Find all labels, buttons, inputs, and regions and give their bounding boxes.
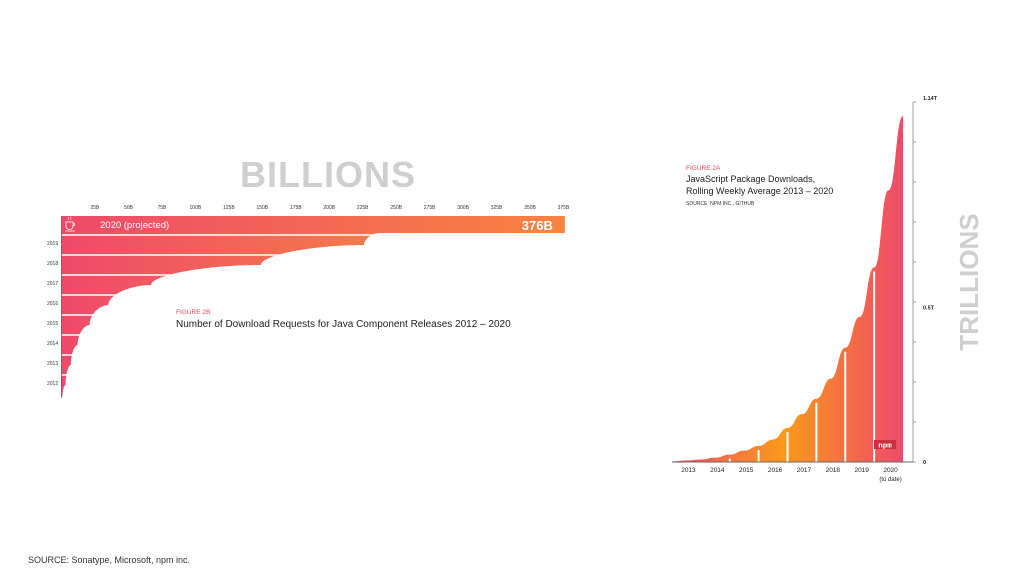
figure-2b-row-label: 2012 (47, 381, 58, 387)
figure-2a-x-tick: 2018 (826, 467, 841, 474)
figure-2b-x-tick: 175B (290, 205, 302, 211)
figure-2b-title: Number of Download Requests for Java Com… (176, 319, 511, 330)
figure-2a-y-tick-label: 1.14T (923, 96, 938, 102)
figure-2a-x-tick: 2014 (710, 467, 725, 474)
figure-2a-title-line-2: Rolling Weekly Average 2013 – 2020 (686, 186, 833, 196)
figure-2a-x-tick: 2013 (681, 467, 696, 474)
figure-2b-area (61, 233, 381, 396)
figure-2b-x-tick: 325B (491, 205, 503, 211)
figure-2a-x-tick: 2016 (768, 467, 783, 474)
figure-2a-title-line-1: JavaScript Package Downloads, (686, 174, 815, 184)
figure-2b-x-tick: 125B (223, 205, 235, 211)
figure-2b-x-tick: 25B (91, 205, 101, 211)
figure-2b-x-tick: 225B (357, 205, 369, 211)
figure-2b-x-tick: 50B (124, 205, 134, 211)
figure-2b-x-tick: 300B (457, 205, 469, 211)
figure-2b-x-tick: 350B (524, 205, 536, 211)
figure-2b-x-tick: 150B (256, 205, 268, 211)
figure-2b-row-label: 2016 (47, 301, 58, 307)
npm-logo-icon: npm (874, 440, 896, 451)
figure-2a-unit-heading: TRILLIONS (954, 213, 984, 350)
figure-2b-chart: BILLIONS 25B 50B 75B 100B 125B 150B 175B 200B 22… (47, 154, 570, 398)
figure-2a-x-tick: 2015 (739, 467, 754, 474)
figure-2b-x-tick: 375B (558, 205, 570, 211)
figure-2a-x-tick: 2019 (854, 467, 869, 474)
figure-2a-y-tick-label: 0.5T (923, 306, 935, 312)
figure-2b-row-label: 2013 (47, 361, 58, 367)
figure-2a-x-tick: 2017 (797, 467, 812, 474)
figure-2a-figure-label: FIGURE 2A (686, 165, 721, 172)
figure-2b-row-label: 2018 (47, 261, 58, 267)
source-note: SOURCE: Sonatype, Microsoft, npm inc. (28, 555, 191, 565)
figure-2b-x-tick: 100B (190, 205, 202, 211)
figure-2b-highlight-value: 376B (522, 218, 553, 233)
figure-2b-row-label: 2019 (47, 241, 58, 247)
figure-2b-x-tick: 200B (323, 205, 335, 211)
npm-badge-text: npm (878, 443, 892, 451)
figure-2a-x-tick: 2020 (883, 467, 898, 474)
figure-2b-x-tick: 275B (424, 205, 436, 211)
figure-2a-y-tick-label: 0 (923, 460, 926, 466)
java-logo-icon (65, 216, 75, 232)
figure-2b-row-label: 2015 (47, 321, 58, 327)
figure-2b-row-label: 2014 (47, 341, 58, 347)
figure-2a-x-sublabel: (to date) (879, 477, 901, 483)
figure-2b-x-tick: 250B (390, 205, 402, 211)
figure-2b-highlight-bar (61, 216, 565, 233)
figure-2b-highlight-label: 2020 (projected) (100, 220, 169, 231)
figure-2b-row-label: 2017 (47, 281, 58, 287)
figure-2a-source: SOURCE: NPM INC., GITHUB (686, 201, 755, 207)
figure-2b-x-tick: 75B (157, 205, 167, 211)
figure-2b-unit-heading: BILLIONS (240, 154, 416, 195)
figure-2b-figure-label: FIGURE 2B (176, 309, 210, 316)
